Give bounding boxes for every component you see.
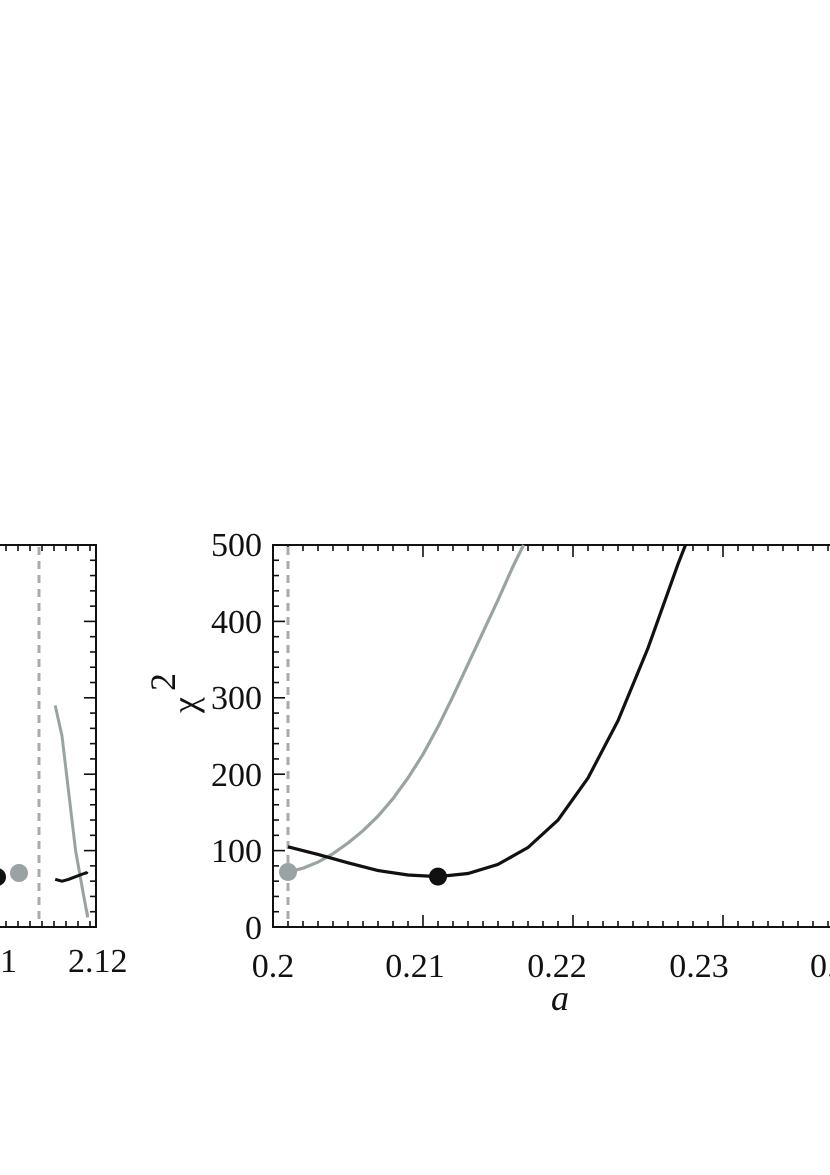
tick-marks xyxy=(272,544,829,928)
series-gray-min-point xyxy=(279,862,297,881)
plot-frame xyxy=(272,544,830,928)
series-black-min-point xyxy=(429,867,447,886)
y-tick-label-200: 200 xyxy=(211,757,262,794)
y-axis-label-superscript: 2 xyxy=(143,673,183,691)
x-axis-label: a xyxy=(551,978,569,1018)
y-tick-label-0: 0 xyxy=(245,910,262,947)
left-x-tick-label-1: 1 xyxy=(0,943,17,980)
left-black-curve xyxy=(54,870,89,883)
x-tick-labels: 0.2 0.21 0.22 0.23 0. xyxy=(252,948,830,985)
x-tick-label-0.2: 0.2 xyxy=(252,948,295,985)
series-black-line xyxy=(287,544,687,879)
left-x-tick-label-2: 2.12 xyxy=(68,943,128,980)
x-tick-label-0.24: 0. xyxy=(810,948,830,985)
left-gray-curve xyxy=(53,705,90,918)
left-gray-point xyxy=(10,864,28,882)
left-panel: 1 2.12 xyxy=(0,544,128,980)
main-panel: 0 100 200 300 400 500 0.2 0.21 0.22 0.23… xyxy=(143,527,830,1018)
y-axis-label: χ 2 xyxy=(143,673,205,714)
x-tick-label-0.21: 0.21 xyxy=(385,948,445,985)
y-tick-labels: 0 100 200 300 400 500 xyxy=(211,527,262,947)
series-gray-line xyxy=(287,544,525,874)
y-tick-label-400: 400 xyxy=(211,604,262,641)
left-black-point xyxy=(0,868,6,886)
y-axis-label-chi: χ xyxy=(165,697,205,714)
y-tick-label-300: 300 xyxy=(211,680,262,717)
y-tick-label-100: 100 xyxy=(211,833,262,870)
x-tick-label-0.23: 0.23 xyxy=(669,948,729,985)
left-panel-frame xyxy=(0,544,97,928)
y-tick-label-500: 500 xyxy=(211,527,262,564)
left-panel-ticks xyxy=(5,544,96,928)
x-tick-label-0.22: 0.22 xyxy=(527,948,587,985)
